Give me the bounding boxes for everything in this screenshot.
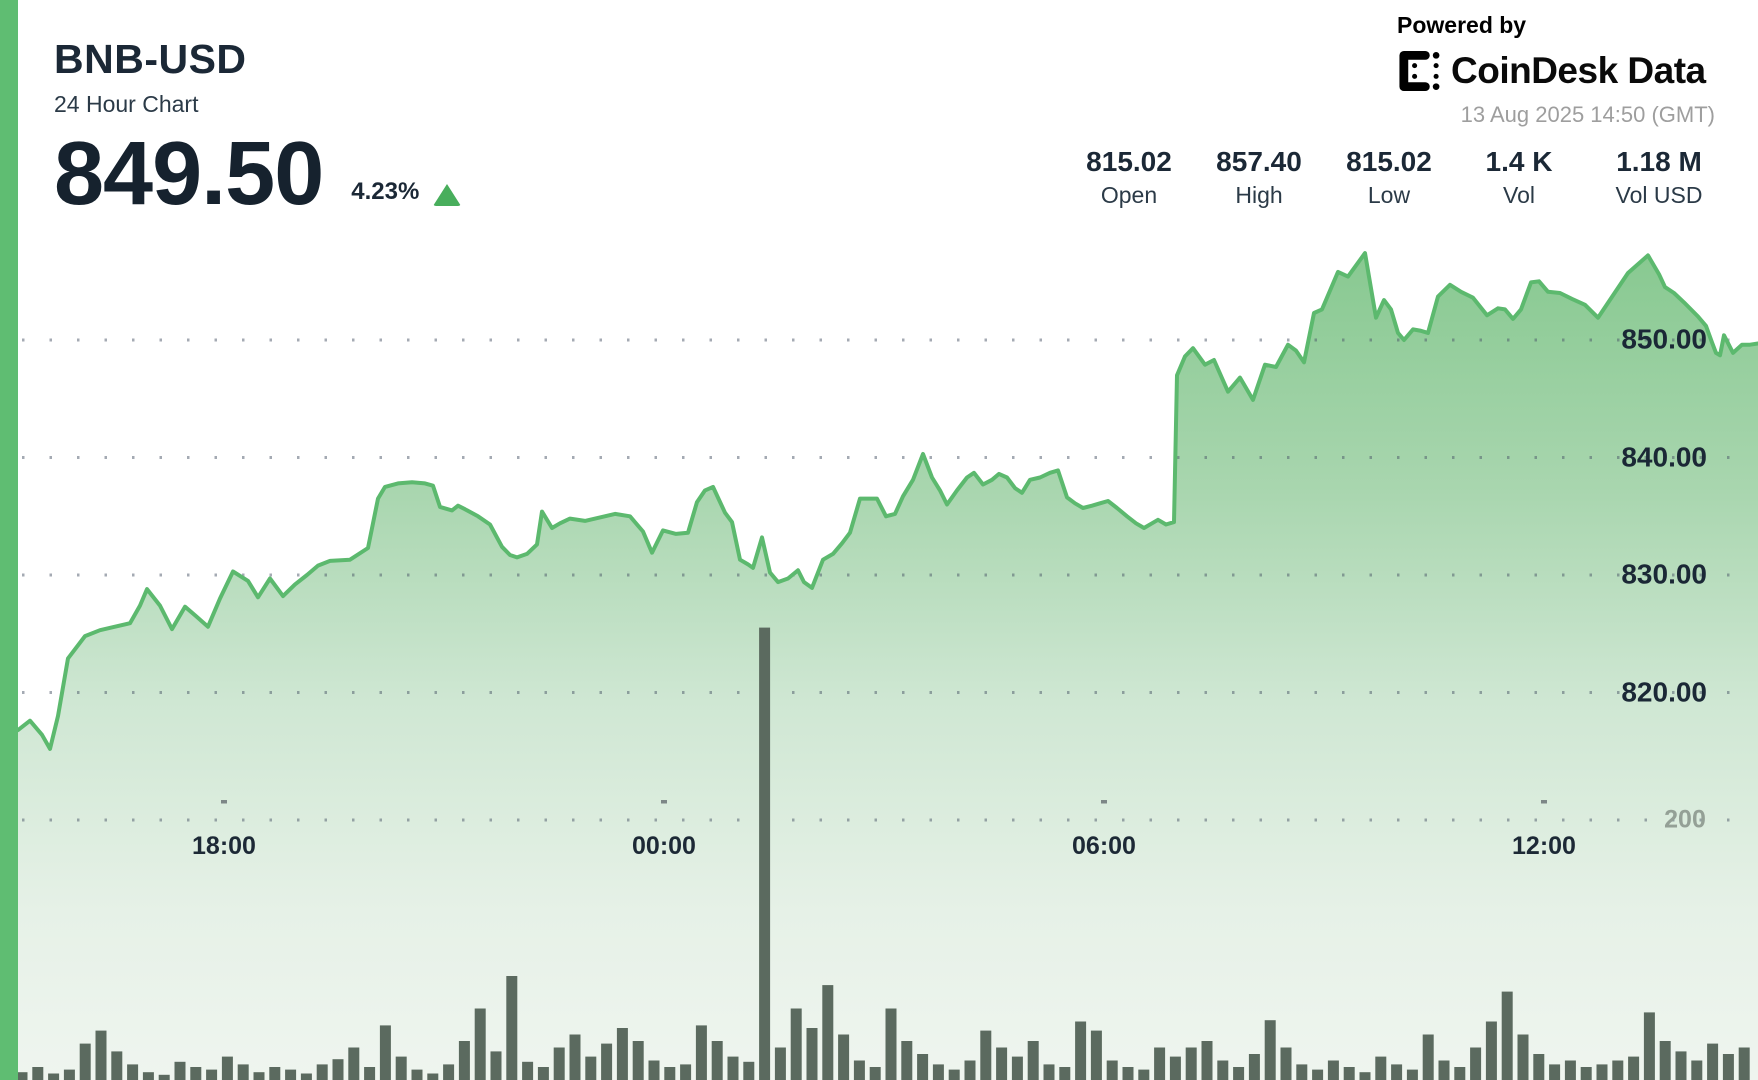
branding-block: Powered by CoinDesk Data 13 Aug 2025 14:… bbox=[1397, 12, 1715, 128]
price-row: 849.50 4.23% bbox=[54, 124, 462, 224]
stat-vol: 1.4 K Vol bbox=[1473, 146, 1565, 209]
price-area-fill bbox=[18, 253, 1758, 1080]
stat-open: 815.02 Open bbox=[1083, 146, 1175, 209]
stat-low: 815.02 Low bbox=[1343, 146, 1435, 209]
volume-bars bbox=[16, 627, 1750, 1080]
left-accent-bar bbox=[0, 0, 18, 1080]
stat-value: 815.02 bbox=[1086, 146, 1172, 177]
stat-label: Vol bbox=[1503, 182, 1535, 208]
instrument-symbol: BNB-USD bbox=[54, 36, 247, 82]
powered-by-label: Powered by bbox=[1397, 12, 1527, 38]
chart-subtitle: 24 Hour Chart bbox=[54, 91, 199, 117]
stat-vol-usd: 1.18 M Vol USD bbox=[1603, 146, 1715, 209]
brand-name: CoinDesk Data bbox=[1451, 50, 1706, 91]
stat-label: High bbox=[1235, 182, 1283, 208]
stat-value: 1.18 M bbox=[1616, 146, 1702, 177]
stat-label: Low bbox=[1367, 182, 1411, 208]
x-axis-tick-marks bbox=[221, 800, 1547, 804]
stat-value: 1.4 K bbox=[1485, 146, 1553, 177]
stats-row: 815.02 Open 857.40 High 815.02 Low 1.4 K… bbox=[1083, 146, 1715, 209]
stat-value: 857.40 bbox=[1216, 146, 1302, 177]
last-price: 849.50 bbox=[54, 124, 324, 224]
change-percent: 4.23% bbox=[351, 177, 420, 205]
up-triangle-icon bbox=[433, 183, 462, 206]
timestamp: 13 Aug 2025 14:50 (GMT) bbox=[1460, 102, 1715, 127]
stat-label: Open bbox=[1100, 182, 1158, 208]
stat-high: 857.40 High bbox=[1213, 146, 1305, 209]
coindesk-logo-icon bbox=[1399, 50, 1440, 92]
stat-value: 815.02 bbox=[1346, 146, 1432, 177]
price-line bbox=[16, 251, 1758, 751]
stat-label: Vol USD bbox=[1615, 182, 1703, 208]
